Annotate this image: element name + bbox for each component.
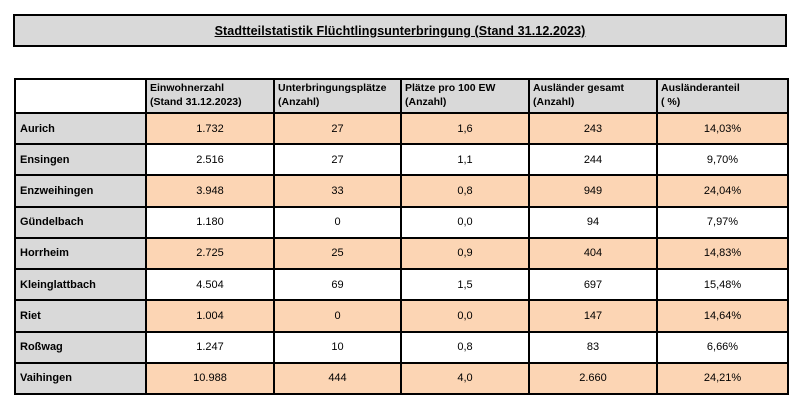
page-title: Stadtteilstatistik Flüchtlingsunterbring… xyxy=(214,23,586,38)
row-label: Horrheim xyxy=(14,236,147,271)
column-header-line2: ( %) xyxy=(661,96,681,108)
column-header-einwohnerzahl: Einwohnerzahl (Stand 31.12.2023) xyxy=(145,78,275,114)
table-row: Enzweihingen 3.948 33 0,8 949 24,04% xyxy=(14,174,789,208)
cell: 243 xyxy=(528,111,658,146)
row-label: Roßwag xyxy=(14,330,147,364)
cell: 6,66% xyxy=(656,330,789,364)
column-header-line1: Plätze pro 100 EW xyxy=(405,82,496,95)
cell: 1.247 xyxy=(145,330,275,364)
cell: 244 xyxy=(528,143,658,177)
row-label: Kleinglattbach xyxy=(14,268,147,302)
cell: 1.732 xyxy=(145,111,275,146)
cell: 1,5 xyxy=(400,268,530,302)
column-header-plaetze-pro-100-ew: Plätze pro 100 EW (Anzahl) xyxy=(400,78,530,114)
stats-table: Einwohnerzahl (Stand 31.12.2023) Unterbr… xyxy=(14,78,789,396)
cell: 27 xyxy=(273,143,402,177)
row-label: Aurich xyxy=(14,111,147,146)
cell: 10.988 xyxy=(145,361,275,396)
cell: 0,9 xyxy=(400,236,530,271)
table-row: Horrheim 2.725 25 0,9 404 14,83% xyxy=(14,236,789,271)
cell: 10 xyxy=(273,330,402,364)
cell: 2.660 xyxy=(528,361,658,396)
row-label: Riet xyxy=(14,299,147,333)
table-row: Riet 1.004 0 0,0 147 14,64% xyxy=(14,299,789,333)
column-header-line1: Ausländer gesamt xyxy=(533,82,625,95)
cell: 14,64% xyxy=(656,299,789,333)
column-header-unterbringungsplaetze: Unterbringungsplätze (Anzahl) xyxy=(273,78,402,114)
cell: 4,0 xyxy=(400,361,530,396)
title-banner: Stadtteilstatistik Flüchtlingsunterbring… xyxy=(13,14,787,47)
cell: 14,03% xyxy=(656,111,789,146)
cell: 24,04% xyxy=(656,174,789,208)
cell: 15,48% xyxy=(656,268,789,302)
cell: 1.004 xyxy=(145,299,275,333)
row-label: Gündelbach xyxy=(14,205,147,239)
cell: 94 xyxy=(528,205,658,239)
row-label: Enzweihingen xyxy=(14,174,147,208)
table-row: Roßwag 1.247 10 0,8 83 6,66% xyxy=(14,330,789,364)
table-row: Ensingen 2.516 27 1,1 244 9,70% xyxy=(14,143,789,177)
cell: 9,70% xyxy=(656,143,789,177)
cell: 147 xyxy=(528,299,658,333)
cell: 1.180 xyxy=(145,205,275,239)
cell: 697 xyxy=(528,268,658,302)
cell: 404 xyxy=(528,236,658,271)
cell: 0 xyxy=(273,299,402,333)
table-header: Einwohnerzahl (Stand 31.12.2023) Unterbr… xyxy=(14,78,789,114)
cell: 3.948 xyxy=(145,174,275,208)
column-header-line2: (Anzahl) xyxy=(278,96,320,108)
row-label: Ensingen xyxy=(14,143,147,177)
row-label: Vaihingen xyxy=(14,361,147,396)
column-header-line2: (Stand 31.12.2023) xyxy=(150,96,242,108)
cell: 0,8 xyxy=(400,174,530,208)
cell: 444 xyxy=(273,361,402,396)
header-row: Einwohnerzahl (Stand 31.12.2023) Unterbr… xyxy=(14,78,789,114)
cell: 25 xyxy=(273,236,402,271)
column-header-line1: Ausländeranteil xyxy=(661,82,740,95)
cell: 1,6 xyxy=(400,111,530,146)
cell: 83 xyxy=(528,330,658,364)
column-header-line1: Unterbringungsplätze xyxy=(278,82,387,95)
column-header-auslaenderanteil: Ausländeranteil ( %) xyxy=(656,78,789,114)
table-row: Aurich 1.732 27 1,6 243 14,03% xyxy=(14,111,789,146)
table-row: Kleinglattbach 4.504 69 1,5 697 15,48% xyxy=(14,268,789,302)
table-body: Aurich 1.732 27 1,6 243 14,03% Ensingen … xyxy=(14,111,789,396)
column-header-auslaender-gesamt: Ausländer gesamt (Anzahl) xyxy=(528,78,658,114)
table-row: Gündelbach 1.180 0 0,0 94 7,97% xyxy=(14,205,789,239)
column-header-line1: Einwohnerzahl xyxy=(150,82,225,95)
cell: 4.504 xyxy=(145,268,275,302)
cell: 0 xyxy=(273,205,402,239)
corner-cell xyxy=(14,78,147,114)
cell: 33 xyxy=(273,174,402,208)
cell: 24,21% xyxy=(656,361,789,396)
cell: 0,0 xyxy=(400,205,530,239)
column-header-line2: (Anzahl) xyxy=(405,96,447,108)
cell: 949 xyxy=(528,174,658,208)
cell: 2.516 xyxy=(145,143,275,177)
table-row: Vaihingen 10.988 444 4,0 2.660 24,21% xyxy=(14,361,789,396)
cell: 27 xyxy=(273,111,402,146)
cell: 0,8 xyxy=(400,330,530,364)
cell: 2.725 xyxy=(145,236,275,271)
cell: 69 xyxy=(273,268,402,302)
cell: 1,1 xyxy=(400,143,530,177)
cell: 14,83% xyxy=(656,236,789,271)
cell: 0,0 xyxy=(400,299,530,333)
column-header-line2: (Anzahl) xyxy=(533,96,575,108)
cell: 7,97% xyxy=(656,205,789,239)
